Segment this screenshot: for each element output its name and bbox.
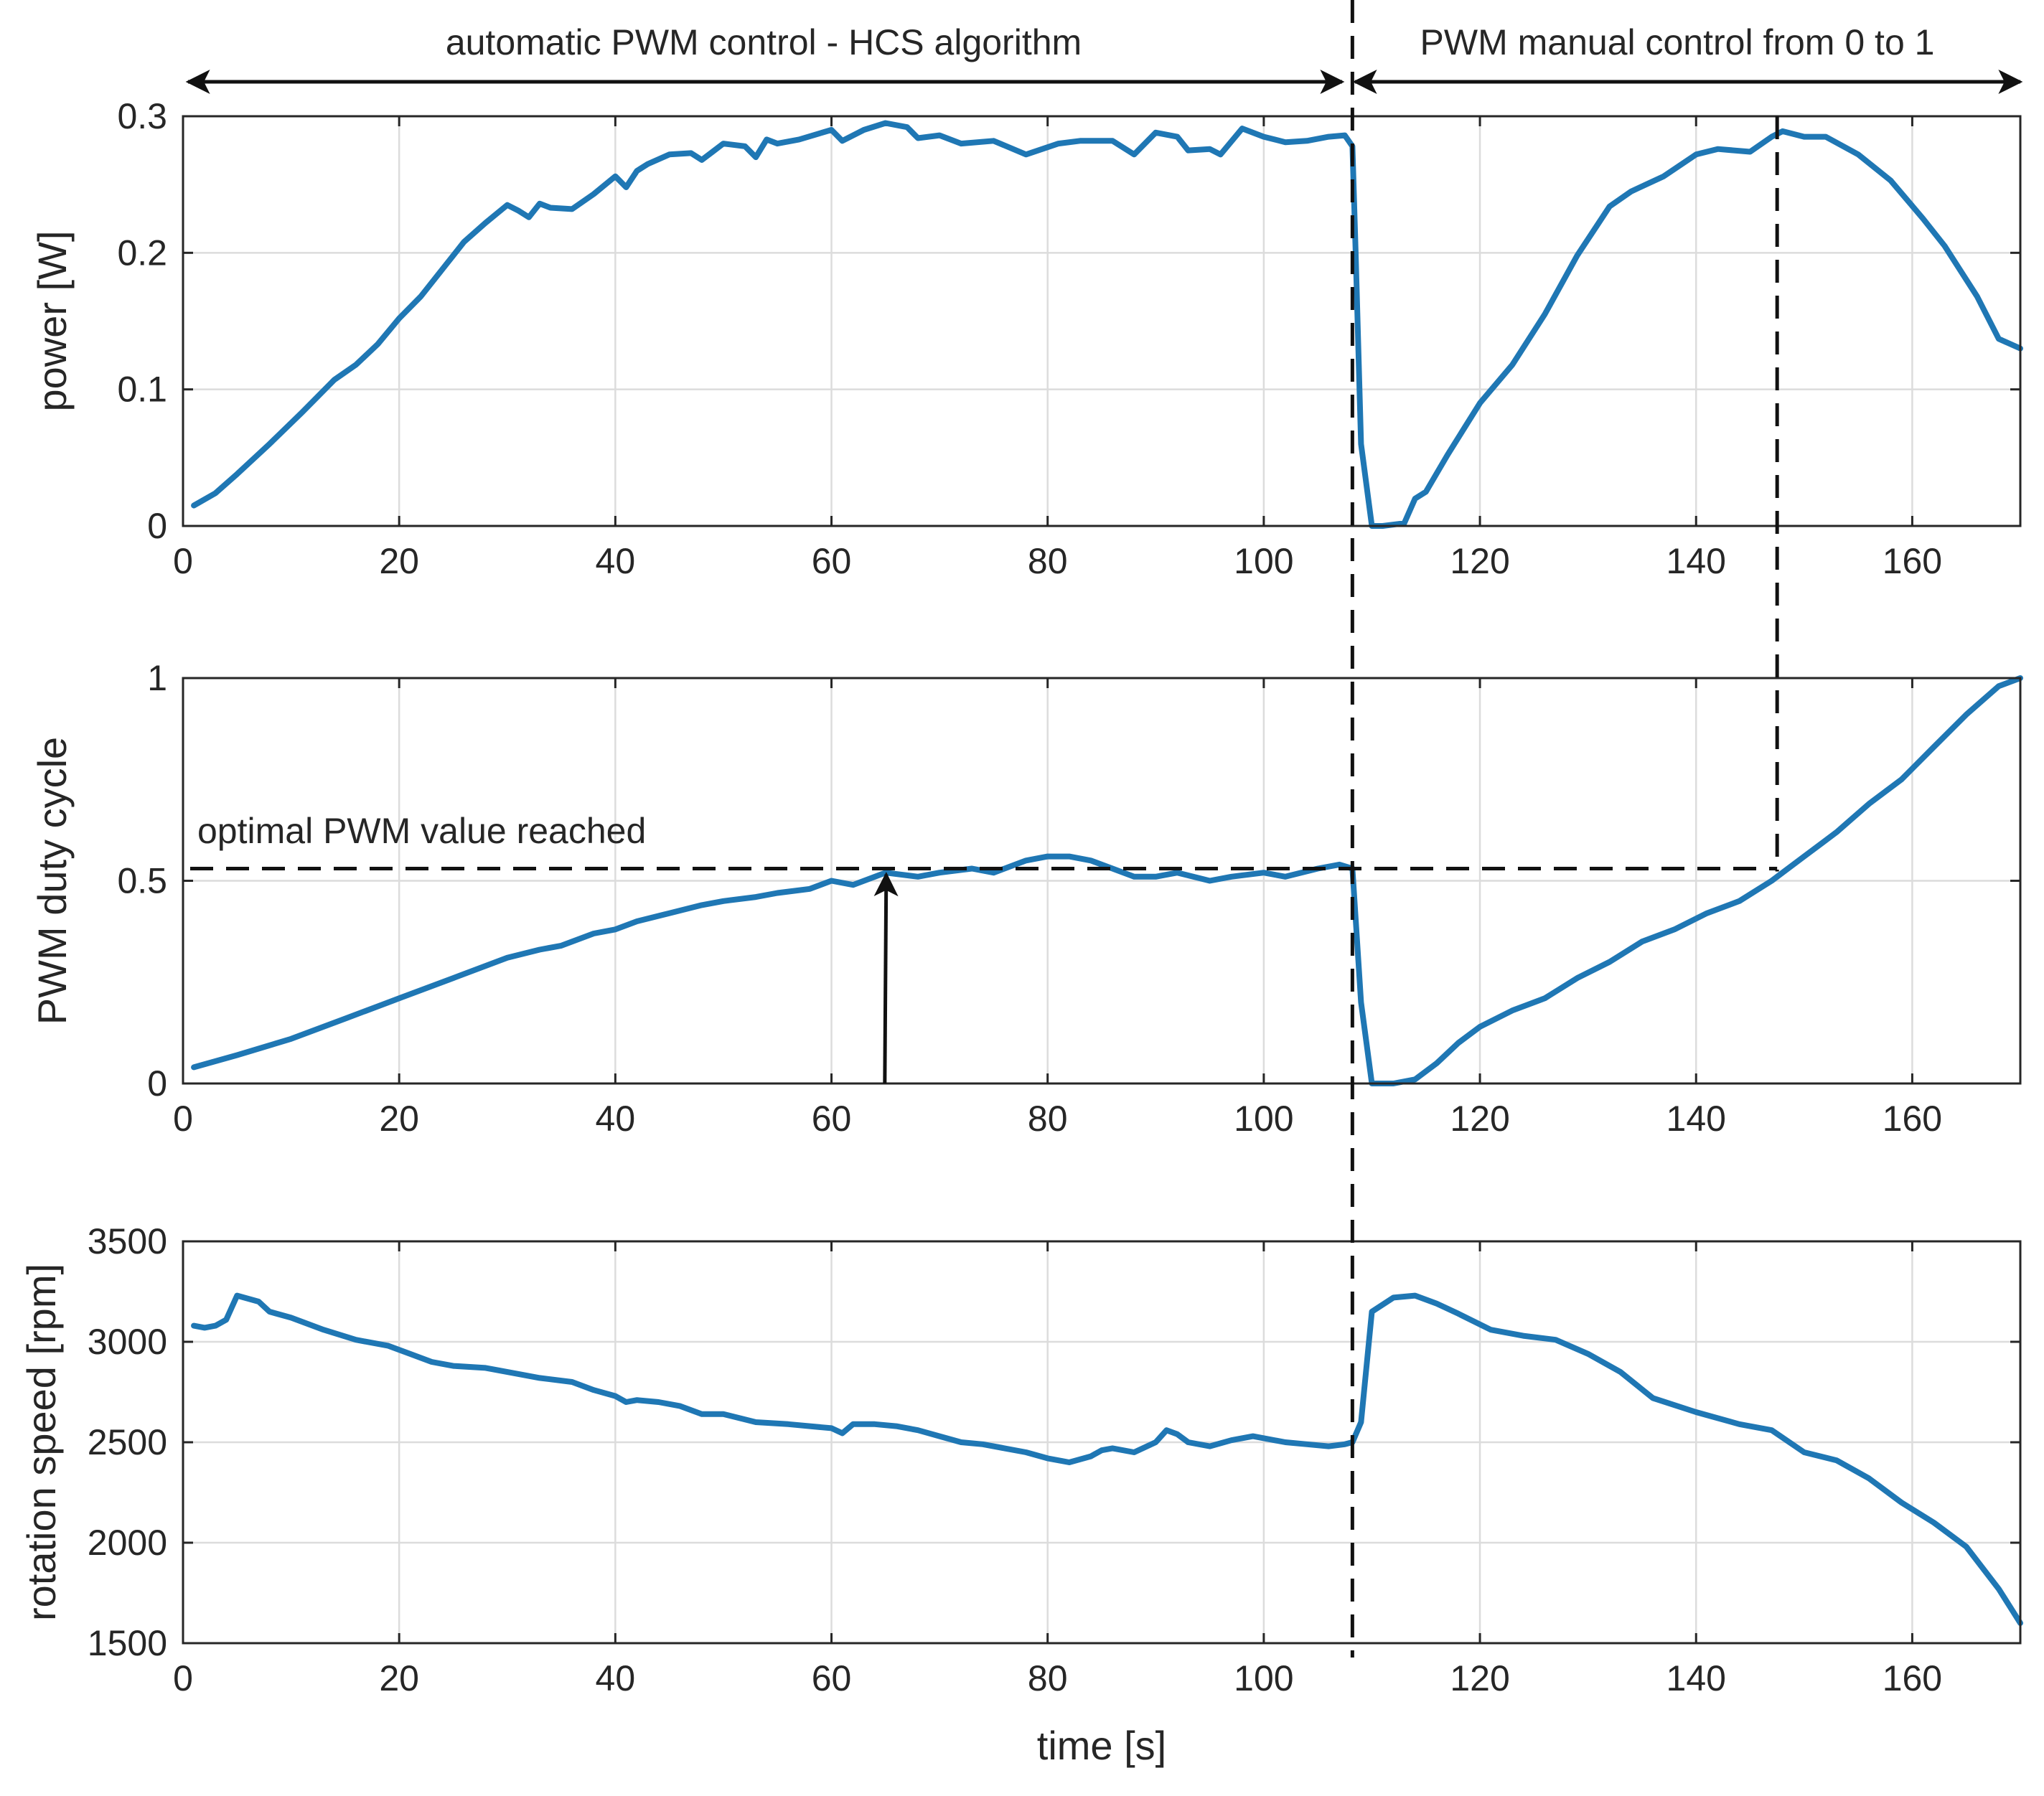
x-tick-label: 120 [1450,1658,1509,1698]
x-tick-label: 100 [1234,1099,1293,1139]
y-tick-label: 0.3 [117,96,167,136]
annotation-overlay: optimal PWM value reached [190,0,1779,1658]
x-tick-label: 80 [1028,1658,1068,1698]
x-tick-label: 40 [596,1658,636,1698]
x-tick-label: 140 [1666,541,1726,581]
power-panel: 0 20 40 60 80 100 120 140 160 0 0.1 0.2 0.3 power [W] [29,96,2023,581]
y-tick-label: 2500 [88,1422,167,1462]
y-tick-label: 0 [147,506,167,546]
rpm-y-axis-label: rotation speed [rpm] [19,1264,64,1621]
x-tick-label: 60 [812,541,852,581]
y-tick-label: 1 [147,658,167,698]
pwm-duty-panel: 0 20 40 60 80 100 120 140 160 0 0.5 1 PWM duty cycle [29,658,2023,1139]
x-tick-label: 40 [596,1099,636,1139]
x-tick-label: 60 [812,1658,852,1698]
optimal-pwm-label: optimal PWM value reached [197,811,646,851]
power-y-axis-label: power [W] [29,230,75,411]
x-tick-label: 60 [812,1099,852,1139]
x-tick-label: 100 [1234,541,1293,581]
x-tick-label: 160 [1883,1658,1942,1698]
y-tick-label: 0 [147,1063,167,1104]
manual-region-label: PWM manual control from 0 to 1 [1420,22,1935,62]
rpm-series-line [191,1292,2023,1626]
y-tick-label: 0.5 [117,861,167,901]
x-tick-label: 80 [1028,1099,1068,1139]
x-tick-label: 0 [173,541,193,581]
power-axes-box [182,115,2022,527]
rotation-speed-panel: 0 20 40 60 80 100 120 140 160 1500 2000 2500 3000 350… [19,1221,2023,1768]
x-tick-label: 40 [596,541,636,581]
x-tick-label: 20 [379,1658,419,1698]
region-annotations: automatic PWM control - HCS algorithm PW… [185,22,2023,94]
auto-region-label: automatic PWM control - HCS algorithm [446,22,1082,62]
x-tick-label: 140 [1666,1099,1726,1139]
x-tick-label: 160 [1883,1099,1942,1139]
optimal-pwm-arrow [873,872,899,1084]
y-tick-label: 2000 [88,1523,167,1563]
pwm-y-axis-label: PWM duty cycle [29,737,75,1025]
power-series-line [191,120,2023,529]
x-tick-label: 80 [1028,541,1068,581]
y-tick-label: 3000 [88,1322,167,1362]
x-tick-label: 120 [1450,1099,1509,1139]
y-tick-label: 1500 [88,1623,167,1663]
x-tick-label: 120 [1450,541,1509,581]
x-tick-label: 20 [379,541,419,581]
x-tick-label: 100 [1234,1658,1293,1698]
y-tick-label: 3500 [88,1221,167,1261]
x-tick-label: 0 [173,1658,193,1698]
x-tick-label: 0 [173,1099,193,1139]
x-tick-label: 140 [1666,1658,1726,1698]
x-tick-label: 160 [1883,541,1942,581]
y-tick-label: 0.1 [117,370,167,410]
y-tick-label: 0.2 [117,232,167,273]
x-tick-label: 20 [379,1099,419,1139]
pwm-series-line [191,675,2023,1086]
x-axis-label: time [s] [1037,1723,1166,1768]
